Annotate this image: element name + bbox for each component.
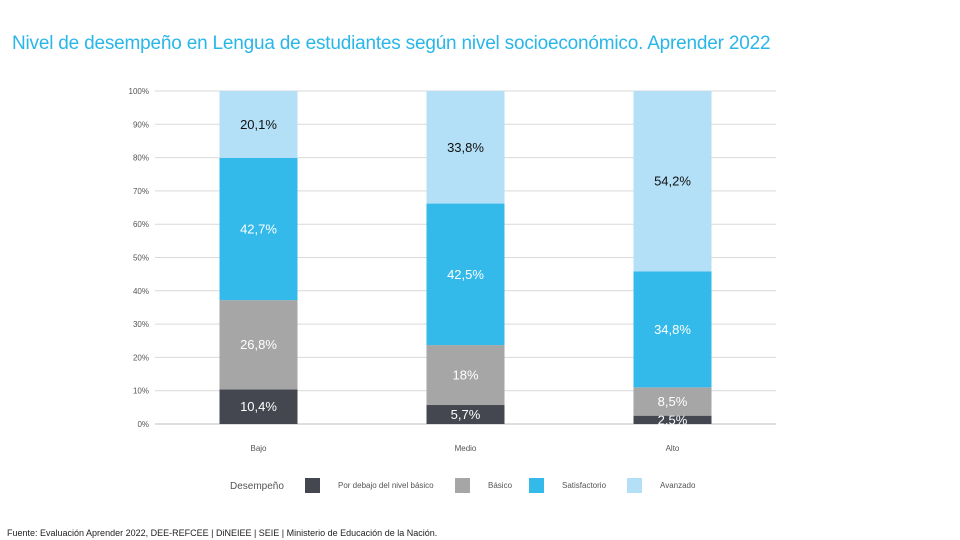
bar-segment: [633, 415, 712, 424]
bar-segment: [219, 91, 298, 158]
y-tick-label: 100%: [129, 87, 149, 96]
legend-swatch: [455, 478, 470, 493]
bar-segment: [219, 157, 298, 301]
data-label: 26,8%: [240, 337, 277, 352]
legend-label: Satisfactorio: [562, 481, 607, 490]
bar-segment: [219, 389, 298, 424]
y-tick-label: 30%: [133, 320, 149, 329]
y-tick-label: 90%: [133, 120, 149, 129]
data-label: 33,8%: [447, 140, 484, 155]
legend-swatch: [529, 478, 544, 493]
data-label: 18%: [452, 368, 478, 383]
data-label: 10,4%: [240, 399, 277, 414]
data-label: 5,7%: [451, 407, 481, 422]
y-tick-label: 40%: [133, 287, 149, 296]
y-tick-label: 60%: [133, 220, 149, 229]
data-label: 2,5%: [658, 412, 688, 427]
source-note: Fuente: Evaluación Aprender 2022, DEE-RE…: [7, 528, 438, 538]
bar-segment: [633, 91, 712, 272]
data-label: 8,5%: [658, 394, 688, 409]
bar-segment: [426, 203, 505, 346]
y-tick-label: 0%: [137, 420, 149, 429]
data-label: 20,1%: [240, 117, 277, 132]
legend-swatch: [305, 478, 320, 493]
y-tick-label: 20%: [133, 353, 149, 362]
bar-segment: [426, 91, 505, 204]
y-tick-label: 50%: [133, 254, 149, 263]
data-label: 42,7%: [240, 222, 277, 237]
legend-swatch: [627, 478, 642, 493]
bar-segment: [426, 405, 505, 424]
legend-title: Desempeño: [230, 481, 284, 492]
x-category-label: Bajo: [250, 444, 267, 453]
y-tick-label: 80%: [133, 154, 149, 163]
legend-label: Por debajo del nivel básico: [338, 481, 434, 490]
bar-segment: [219, 300, 298, 390]
y-tick-label: 70%: [133, 187, 149, 196]
x-category-label: Medio: [455, 444, 477, 453]
bar-segment: [633, 271, 712, 388]
y-tick-label: 10%: [133, 387, 149, 396]
data-label: 34,8%: [654, 322, 691, 337]
legend-label: Básico: [488, 481, 513, 490]
x-category-label: Alto: [666, 444, 680, 453]
legend-label: Avanzado: [660, 481, 696, 490]
data-label: 54,2%: [654, 174, 691, 189]
data-label: 42,5%: [447, 267, 484, 282]
chart-title: Nivel de desempeño en Lengua de estudian…: [12, 33, 771, 54]
bar-segment: [633, 387, 712, 416]
bar-segment: [426, 345, 505, 406]
